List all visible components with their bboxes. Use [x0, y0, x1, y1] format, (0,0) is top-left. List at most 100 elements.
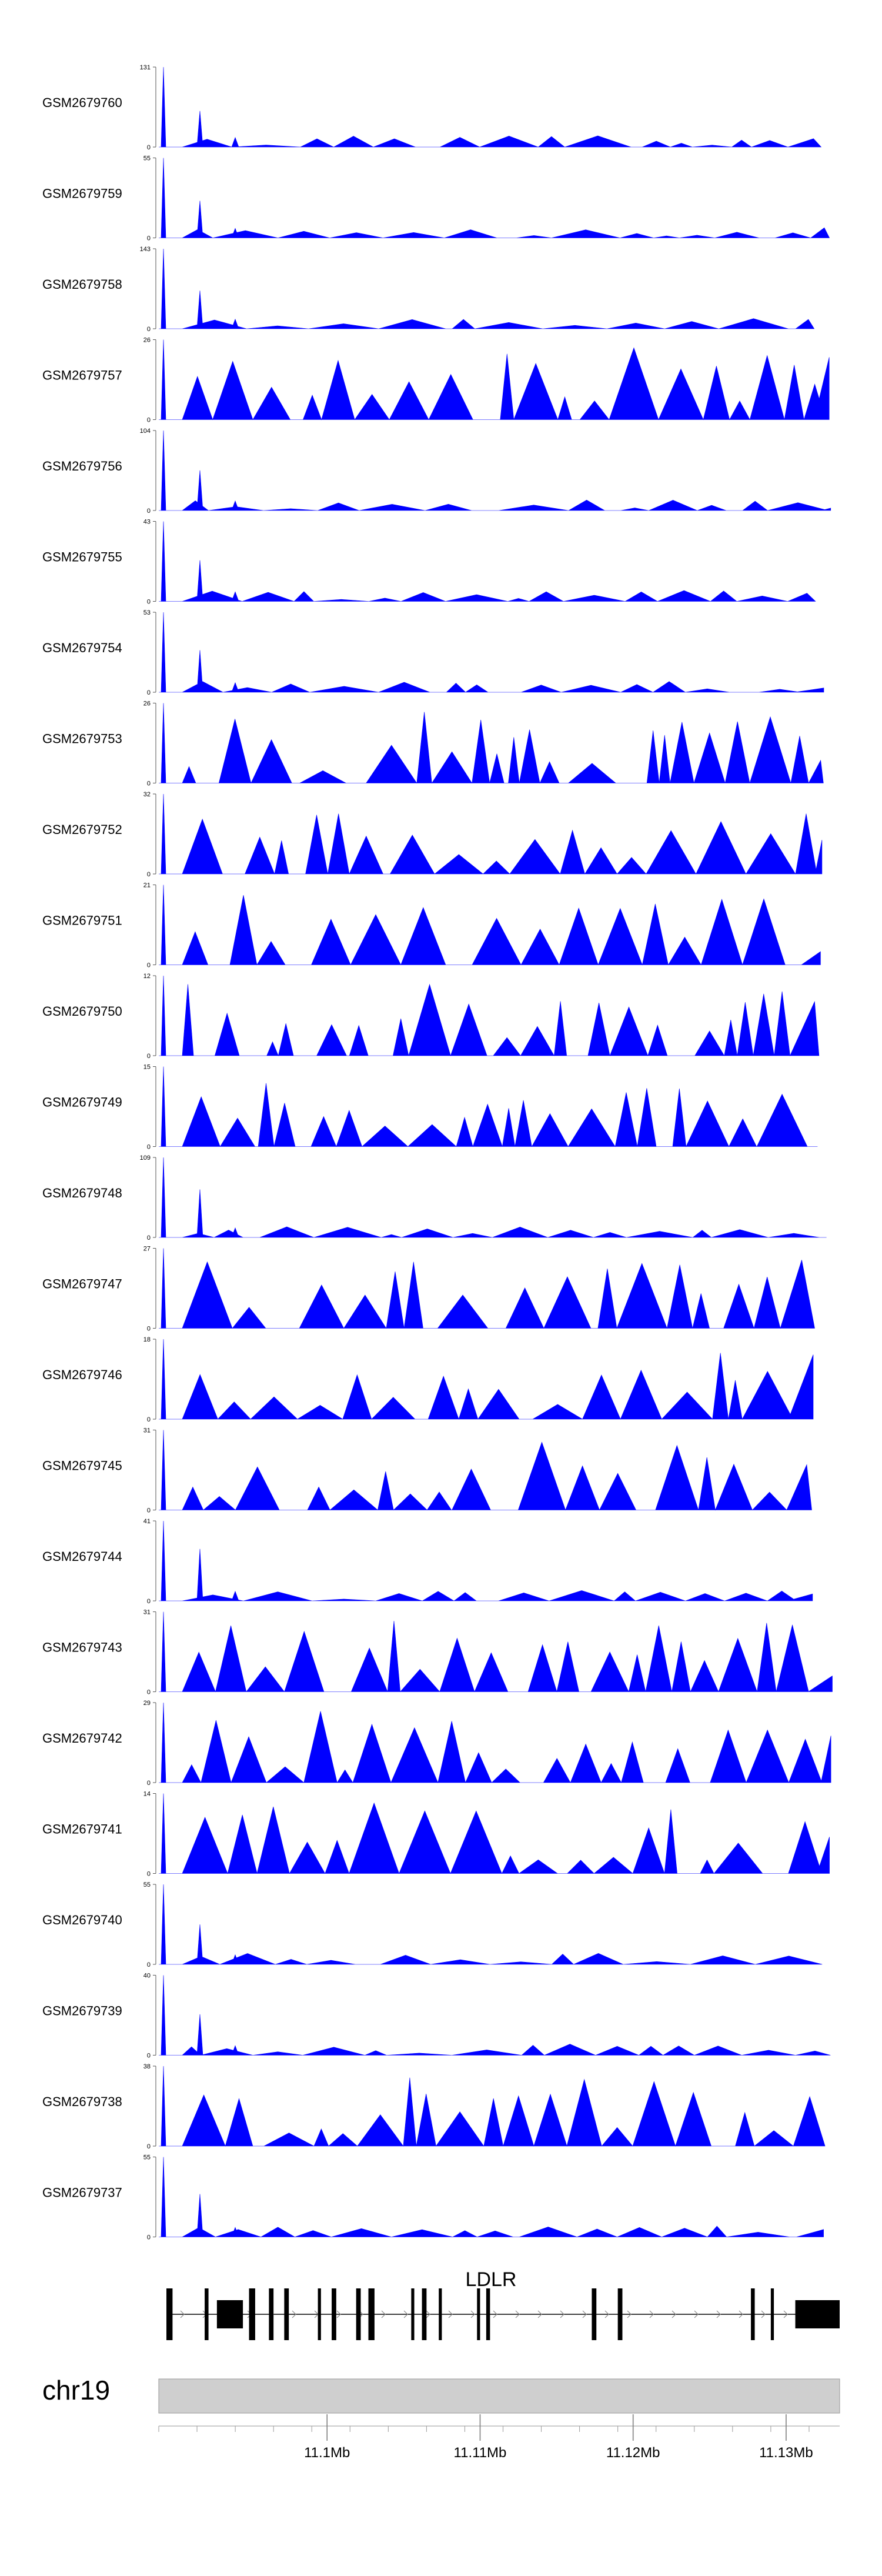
coverage-track: GSM2679738 38 0: [42, 2063, 826, 2150]
exon: [284, 2288, 289, 2340]
exon: [477, 2288, 480, 2340]
strand-arrow: [336, 2310, 341, 2318]
exon: [166, 2288, 173, 2340]
strand-arrow: [292, 2310, 296, 2318]
coverage-tracks: GSM26797601310GSM2679759550GSM2679758143…: [42, 64, 833, 2241]
strand-arrow: [604, 2310, 609, 2318]
coverage-area: [159, 1884, 823, 1965]
exon: [439, 2288, 442, 2340]
y-min-label: 0: [147, 780, 151, 788]
sample-label: GSM2679759: [42, 186, 122, 201]
coverage-area: [159, 1430, 812, 1511]
y-min-label: 0: [147, 962, 151, 969]
y-max-label: 143: [140, 246, 151, 253]
y-max-label: 55: [143, 2154, 151, 2161]
gene-model-track: LDLR: [166, 2268, 840, 2340]
y-max-label: 18: [143, 1336, 151, 1343]
strand-arrow: [448, 2310, 453, 2318]
y-max-label: 15: [143, 1064, 151, 1071]
coverage-track: GSM2679756 104 0: [42, 428, 831, 515]
exon: [592, 2288, 597, 2340]
y-min-label: 0: [147, 1053, 151, 1060]
y-min-label: 0: [147, 2143, 151, 2150]
coverage-track: GSM2679739 40 0: [42, 1973, 831, 2060]
sample-label: GSM2679737: [42, 2185, 122, 2200]
coverage-track: GSM2679754 53 0: [42, 609, 824, 696]
y-min-label: 0: [147, 1598, 151, 1605]
coverage-area: [159, 2157, 824, 2237]
y-min-label: 0: [147, 1689, 151, 1696]
chromosome-label: chr19: [42, 2375, 110, 2405]
strand-arrow: [582, 2310, 587, 2318]
coverage-area: [159, 66, 822, 148]
y-max-label: 32: [143, 791, 151, 798]
coverage-area: [159, 1066, 818, 1147]
exon: [318, 2288, 321, 2340]
strand-arrow: [761, 2310, 766, 2318]
strand-arrow: [627, 2310, 632, 2318]
exon: [368, 2288, 375, 2340]
sample-label: GSM2679746: [42, 1367, 122, 1382]
gene-label: LDLR: [466, 2268, 517, 2291]
coverage-track: GSM2679752 32 0: [42, 791, 823, 878]
sample-label: GSM2679742: [42, 1731, 122, 1746]
coverage-area: [159, 1611, 833, 1693]
y-max-label: 43: [143, 519, 151, 526]
y-max-label: 55: [143, 155, 151, 162]
coverage-area: [159, 703, 824, 784]
sample-label: GSM2679745: [42, 1459, 122, 1473]
y-min-label: 0: [147, 2234, 151, 2241]
y-min-label: 0: [147, 235, 151, 242]
y-min-label: 0: [147, 871, 151, 878]
y-max-label: 109: [140, 1154, 151, 1162]
y-max-label: 104: [140, 428, 151, 435]
sample-label: GSM2679743: [42, 1640, 122, 1655]
coverage-track: GSM2679747 27 0: [42, 1246, 815, 1333]
strand-arrow: [783, 2310, 788, 2318]
coverage-area: [159, 1793, 830, 1874]
y-min-label: 0: [147, 1144, 151, 1151]
y-max-label: 131: [140, 64, 151, 71]
y-max-label: 40: [143, 1973, 151, 1980]
y-min-label: 0: [147, 144, 151, 151]
exon: [617, 2288, 623, 2340]
y-max-label: 14: [143, 1791, 151, 1798]
coverage-track: GSM2679760 131 0: [42, 64, 822, 151]
y-min-label: 0: [147, 1961, 151, 1968]
y-max-label: 26: [143, 700, 151, 708]
sample-label: GSM2679757: [42, 368, 122, 383]
sample-label: GSM2679741: [42, 1822, 122, 1837]
exon: [422, 2288, 427, 2340]
strand-arrow: [470, 2310, 475, 2318]
coverage-area: [159, 2066, 826, 2147]
sample-label: GSM2679749: [42, 1095, 122, 1110]
y-max-label: 29: [143, 1700, 151, 1707]
y-max-label: 26: [143, 337, 151, 344]
coverage-area: [159, 1157, 827, 1238]
exon: [770, 2288, 774, 2340]
strand-arrow: [716, 2310, 721, 2318]
strand-arrow: [403, 2310, 408, 2318]
coverage-area: [159, 430, 831, 511]
coverage-area: [159, 885, 821, 966]
y-min-label: 0: [147, 417, 151, 424]
coverage-track: GSM2679746 18 0: [42, 1336, 814, 1423]
coverage-area: [159, 1248, 815, 1329]
coverage-area: [159, 612, 824, 693]
coverage-area: [159, 158, 830, 238]
coverage-track: GSM2679755 43 0: [42, 519, 816, 606]
coverage-track: GSM2679737 55 0: [42, 2154, 824, 2241]
y-max-label: 31: [143, 1427, 151, 1434]
exon: [751, 2288, 755, 2340]
sample-label: GSM2679747: [42, 1277, 122, 1292]
coverage-track: GSM2679759 55 0: [42, 155, 830, 242]
x-tick-label: 11.1Mb: [304, 2445, 350, 2461]
coverage-area: [159, 1975, 831, 2056]
coverage-track: GSM2679749 15 0: [42, 1064, 818, 1151]
exon: [356, 2288, 361, 2340]
y-min-label: 0: [147, 599, 151, 606]
coverage-track: GSM2679740 55 0: [42, 1881, 823, 1968]
y-min-label: 0: [147, 1416, 151, 1423]
y-min-label: 0: [147, 1871, 151, 1878]
x-tick-label: 11.12Mb: [606, 2445, 660, 2461]
